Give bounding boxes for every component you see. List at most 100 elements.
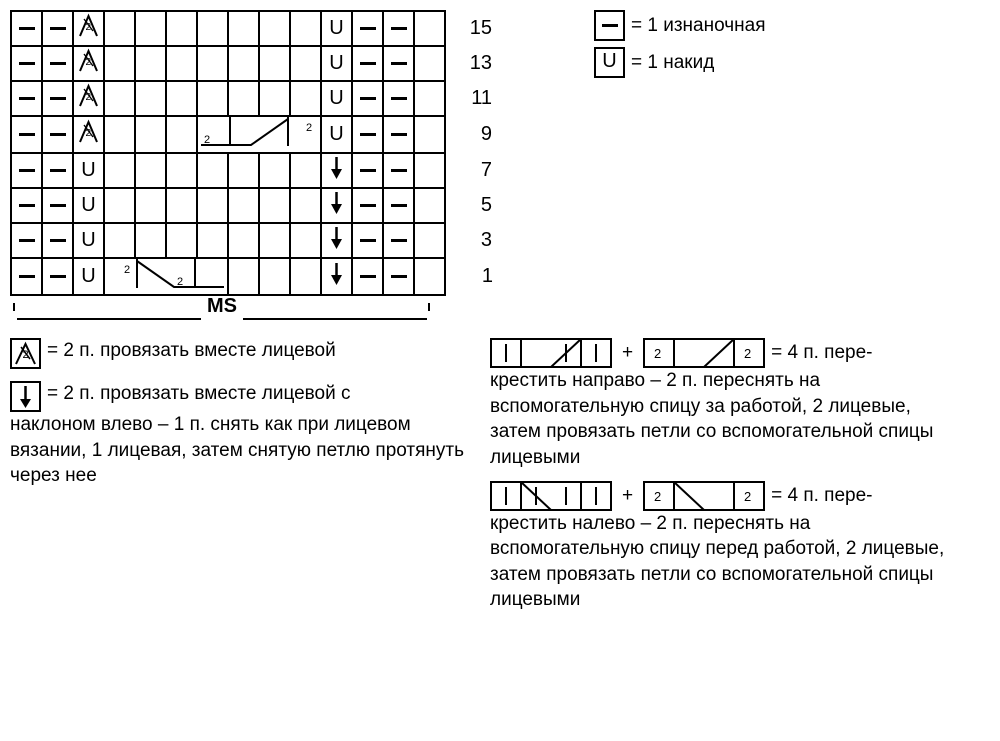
chart-cell	[383, 81, 414, 116]
chart-cell	[11, 153, 42, 188]
symbol-ssk	[10, 381, 41, 412]
chart-cell	[135, 46, 166, 81]
svg-text:2: 2	[306, 122, 312, 134]
chart-cell	[166, 46, 197, 81]
chart-cell	[352, 258, 383, 295]
chart-cell	[383, 153, 414, 188]
chart-cell	[352, 188, 383, 223]
chart-cell	[104, 116, 135, 153]
chart-cell	[42, 223, 73, 258]
chart-cell	[352, 153, 383, 188]
row-number: 1	[445, 258, 493, 295]
symbol-purl	[594, 10, 625, 41]
k2tog-icon: 2	[12, 340, 39, 367]
chart-cell	[135, 11, 166, 46]
chart-cell	[290, 46, 321, 81]
chart-cell: 22	[104, 258, 228, 295]
legend-k2tog-text: = 2 п. провязать вместе лицевой	[47, 338, 336, 364]
chart-cell	[42, 81, 73, 116]
chart-cell	[104, 11, 135, 46]
chart-cell	[228, 223, 259, 258]
chart-cell: 2	[73, 11, 104, 46]
chart-cell	[321, 188, 352, 223]
chart-cell	[228, 11, 259, 46]
chart-cell	[383, 11, 414, 46]
chart-cell	[383, 116, 414, 153]
row-number: 9	[445, 116, 493, 153]
chart-cell	[166, 116, 197, 153]
chart-cell	[104, 46, 135, 81]
chart-cell	[197, 153, 228, 188]
chart-cell	[166, 11, 197, 46]
chart-cell	[197, 11, 228, 46]
chart-cell	[383, 46, 414, 81]
chart-cell	[414, 153, 445, 188]
legend-left-column: 2 = 2 п. провязать вместе лицевой = 2 п.…	[10, 338, 470, 623]
chart-cell	[228, 153, 259, 188]
chart-cell	[290, 11, 321, 46]
svg-text:2: 2	[654, 489, 661, 504]
chart-cell	[352, 116, 383, 153]
svg-text:2: 2	[744, 489, 751, 504]
chart-cell	[11, 223, 42, 258]
chart-cell	[135, 116, 166, 153]
chart-cell	[259, 258, 290, 295]
chart-cell: U	[73, 188, 104, 223]
chart-cell	[42, 116, 73, 153]
legend-right-column: + 2 2 = 4 п. пере- крестить направо – 2 …	[490, 338, 950, 623]
chart-cell	[259, 188, 290, 223]
chart-cell	[259, 153, 290, 188]
chart-cell	[104, 153, 135, 188]
chart-cell	[11, 258, 42, 295]
svg-text:2: 2	[654, 346, 661, 361]
chart-cell	[414, 258, 445, 295]
chart-cell	[321, 153, 352, 188]
chart-cell	[42, 188, 73, 223]
chart-cell	[290, 188, 321, 223]
chart-cell	[414, 11, 445, 46]
chart-cell: U	[321, 46, 352, 81]
row-number: 5	[445, 188, 493, 223]
chart-cell	[166, 153, 197, 188]
symbol-k2tog: 2	[10, 338, 41, 369]
chart-cell: U	[321, 81, 352, 116]
svg-text:2: 2	[744, 346, 751, 361]
chart-cell: 2	[73, 81, 104, 116]
chart-cell	[42, 153, 73, 188]
chart-cell	[135, 223, 166, 258]
chart-cell	[42, 258, 73, 295]
plus-sign: +	[622, 340, 633, 366]
legend-purl-text: = 1 изнаночная	[631, 15, 766, 37]
chart-cell: 22	[197, 116, 321, 153]
chart-cell	[166, 81, 197, 116]
chart-cell	[352, 46, 383, 81]
chart-cell	[197, 188, 228, 223]
svg-text:2: 2	[177, 276, 183, 288]
cable-right-lead: = 4 п. пере-	[771, 340, 872, 366]
chart-cell	[228, 258, 259, 295]
chart-cell	[228, 188, 259, 223]
chart-cell	[11, 11, 42, 46]
chart-cell	[11, 188, 42, 223]
chart-cell	[352, 81, 383, 116]
chart-cell	[42, 11, 73, 46]
legend-ssk-lead: = 2 п. провязать вместе лицевой с	[47, 381, 351, 407]
chart-cell	[166, 188, 197, 223]
chart-cell	[135, 81, 166, 116]
chart-cell: 2	[73, 116, 104, 153]
row-number: 13	[445, 46, 493, 81]
symbol-yo: U	[594, 47, 625, 78]
row-number: 7	[445, 153, 493, 188]
legend-yo-text: = 1 накид	[631, 52, 714, 74]
legend-ssk-rest: наклоном влево – 1 п. снять как при лице…	[10, 412, 470, 489]
chart-cell	[414, 223, 445, 258]
chart-cell	[414, 188, 445, 223]
chart-cell	[11, 81, 42, 116]
chart-cell: U	[73, 223, 104, 258]
chart-cell	[228, 81, 259, 116]
chart-cell	[259, 223, 290, 258]
chart-cell	[414, 81, 445, 116]
plus-sign: +	[622, 483, 633, 509]
chart-cell	[259, 81, 290, 116]
cable-right-rest: крестить направо – 2 п. переснять на всп…	[490, 368, 950, 471]
